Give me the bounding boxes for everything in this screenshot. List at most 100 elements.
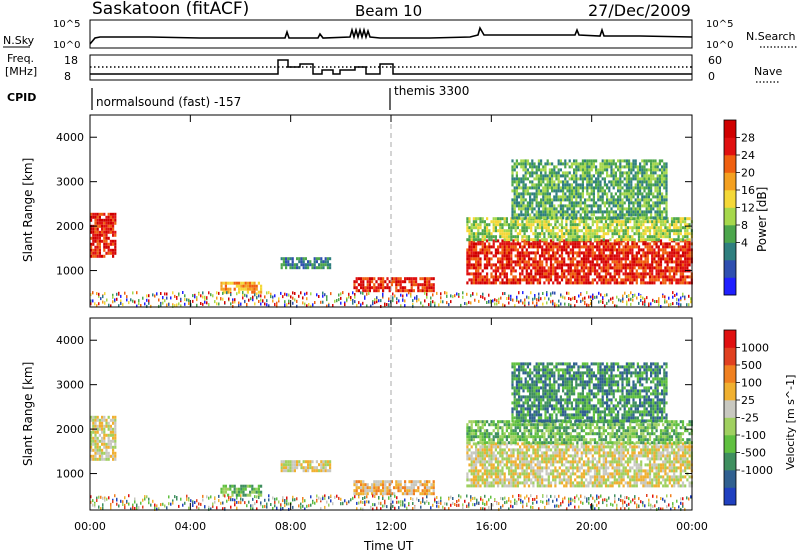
velocity-echo-cell <box>488 445 491 449</box>
power-noise-cell <box>380 299 382 303</box>
power-echo-cell <box>668 254 671 258</box>
power-echo-cell <box>525 226 528 230</box>
power-echo-cell <box>606 195 609 199</box>
power-echo-cell <box>255 284 258 288</box>
power-echo-cell <box>291 257 294 261</box>
power-echo-cell <box>584 171 587 175</box>
power-echo-cell <box>661 177 664 181</box>
power-echo-cell <box>644 257 647 261</box>
velocity-echo-cell <box>503 472 506 476</box>
velocity-echo-cell <box>516 448 519 452</box>
velocity-echo-cell <box>523 469 526 473</box>
power-echo-cell <box>589 281 592 285</box>
power-echo-cell <box>596 260 599 264</box>
power-echo-cell <box>591 232 594 236</box>
power-echo-cell <box>536 260 539 264</box>
velocity-echo-cell <box>479 484 482 488</box>
velocity-echo-cell <box>501 472 504 476</box>
power-echo-cell <box>655 272 658 276</box>
power-echo-cell <box>546 174 549 178</box>
power-echo-cell <box>654 183 657 187</box>
velocity-echo-cell <box>536 451 539 455</box>
power-echo-cell <box>526 177 529 181</box>
power-noise-cell <box>600 293 602 297</box>
power-echo-cell <box>486 263 489 267</box>
power-echo-cell <box>486 248 489 252</box>
power-echo-cell <box>620 278 623 282</box>
power-echo-cell <box>614 165 617 169</box>
power-echo-cell <box>307 266 310 270</box>
velocity-echo-cell <box>94 433 97 437</box>
power-echo-cell <box>488 251 491 255</box>
velocity-echo-cell <box>304 469 307 473</box>
velocity-echo-cell <box>101 424 104 428</box>
power-echo-cell <box>516 278 519 282</box>
power-echo-cell <box>300 263 303 267</box>
power-echo-cell <box>575 183 578 187</box>
power-echo-cell <box>604 248 608 252</box>
power-echo-cell <box>532 238 535 242</box>
power-echo-cell <box>592 159 595 163</box>
power-echo-cell <box>575 201 578 205</box>
power-noise-cell <box>342 291 344 295</box>
velocity-echo-cell <box>492 481 495 485</box>
power-echo-cell <box>508 232 511 236</box>
velocity-echo-cell <box>388 492 391 496</box>
power-echo-cell <box>577 192 580 196</box>
power-noise-cell <box>304 292 306 296</box>
power-echo-cell <box>591 248 594 252</box>
power-echo-cell <box>645 198 648 202</box>
power-echo-cell <box>633 220 636 224</box>
power-echo-cell <box>505 235 508 239</box>
power-noise-cell <box>336 299 338 302</box>
power-echo-cell <box>645 174 648 178</box>
power-echo-cell <box>551 177 554 181</box>
power-echo-cell <box>534 275 537 279</box>
power-echo-cell <box>665 198 668 202</box>
power-echo-cell <box>518 177 521 181</box>
power-echo-cell <box>536 248 539 252</box>
velocity-echo-cell <box>501 448 504 452</box>
power-noise-cell <box>690 300 692 304</box>
power-echo-cell <box>617 216 620 220</box>
power-echo-cell <box>526 213 529 217</box>
power-echo-cell <box>549 257 553 261</box>
power-noise-cell <box>360 303 362 307</box>
velocity-echo-cell <box>510 481 513 485</box>
power-noise-cell <box>688 294 690 298</box>
velocity-echo-cell <box>497 481 500 485</box>
power-echo-cell <box>112 233 115 237</box>
velocity-echo-cell <box>246 493 249 497</box>
power-echo-cell <box>599 186 602 190</box>
power-echo-cell <box>543 248 546 252</box>
power-echo-cell <box>535 189 538 193</box>
power-noise-cell <box>308 303 310 306</box>
power-echo-cell <box>654 213 657 217</box>
power-echo-cell <box>395 280 398 284</box>
power-echo-cell <box>581 180 584 184</box>
power-echo-cell <box>92 227 95 231</box>
power-echo-cell <box>109 248 112 252</box>
power-echo-cell <box>555 174 558 178</box>
power-echo-cell <box>103 236 106 240</box>
power-echo-cell <box>610 216 613 220</box>
velocity-echo-cell <box>527 475 531 479</box>
power-echo-cell <box>681 248 685 252</box>
power-echo-cell <box>537 189 540 193</box>
power-echo-cell <box>664 245 667 249</box>
power-noise-cell <box>404 304 406 308</box>
velocity-echo-cell <box>326 463 329 467</box>
power-echo-cell <box>670 275 674 279</box>
power-echo-cell <box>472 235 475 239</box>
power-noise-cell <box>176 296 178 300</box>
power-echo-cell <box>621 192 624 196</box>
power-echo-cell <box>98 236 101 240</box>
velocity-echo-cell <box>105 448 108 452</box>
velocity-echo-cell <box>229 484 232 488</box>
power-echo-cell <box>578 278 581 282</box>
velocity-echo-cell <box>304 466 307 470</box>
power-echo-cell <box>628 171 631 175</box>
power-noise-cell <box>472 292 474 296</box>
power-echo-cell <box>107 230 110 234</box>
power-echo-cell <box>112 227 115 231</box>
